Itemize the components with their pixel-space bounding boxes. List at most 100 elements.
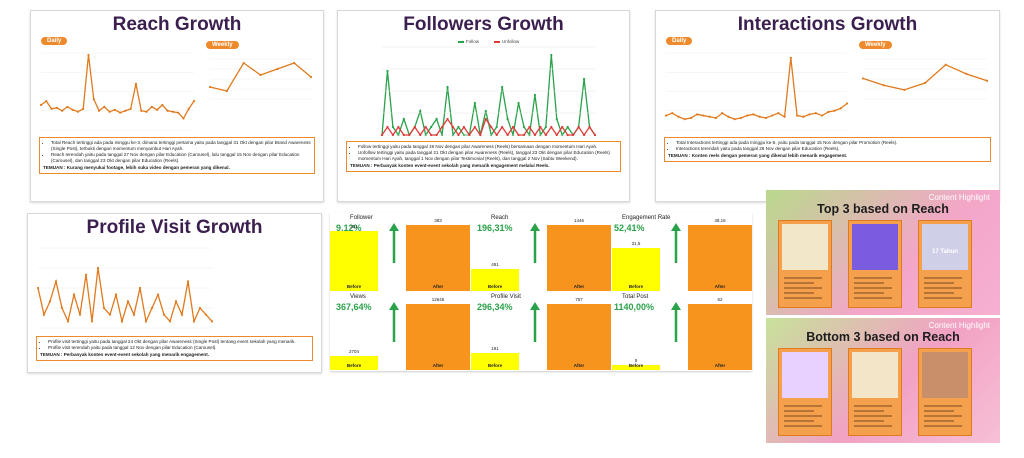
- point: [192, 320, 196, 323]
- bullet-list: Total Reach tertinggi ada pada minggu ke…: [43, 140, 311, 164]
- bar-before: Before: [471, 353, 519, 370]
- line-chart: [380, 46, 597, 137]
- slide-title: Interactions Growth: [737, 14, 918, 35]
- bar-after: After: [688, 225, 752, 291]
- card-image: [852, 352, 898, 398]
- point: [103, 105, 106, 108]
- point: [861, 77, 865, 80]
- point: [293, 61, 296, 65]
- point: [82, 107, 85, 110]
- growth-arrow: [671, 302, 681, 342]
- point: [671, 112, 674, 115]
- point: [72, 293, 76, 296]
- bar-after: After: [406, 225, 470, 291]
- point: [114, 293, 118, 296]
- card-image: [782, 224, 828, 270]
- point: [664, 114, 668, 117]
- point: [76, 110, 80, 113]
- point: [391, 133, 395, 137]
- point: [108, 110, 111, 113]
- point: [424, 125, 427, 129]
- highlight-label: Content Highlight: [928, 193, 990, 202]
- point: [84, 273, 88, 276]
- bar-before: Before: [471, 268, 519, 291]
- bar-after: After: [547, 225, 611, 291]
- bar-after: After: [406, 304, 470, 370]
- point: [882, 84, 885, 87]
- point: [50, 107, 53, 110]
- point: [120, 320, 124, 323]
- slide: Reach Growth Daily Weekly Total Reach terti…: [30, 10, 324, 202]
- card-stat-line: [924, 420, 954, 422]
- metric-growth: 9,12%: [336, 223, 362, 233]
- metric-growth: 52,41%: [614, 223, 645, 233]
- finding: TEMUAN : Perbanyak konten event-event se…: [40, 351, 209, 357]
- point: [714, 116, 718, 120]
- point: [386, 69, 389, 73]
- growth-arrow: [671, 223, 681, 263]
- point: [473, 101, 476, 105]
- bullet: Profile visit tertinggi yaitu pada tangg…: [48, 339, 309, 345]
- slide: Interactions Growth Daily Weekly Total Inte…: [655, 10, 1000, 202]
- bar-label: Before: [346, 363, 362, 368]
- point: [134, 82, 138, 85]
- metric-name: Views: [350, 294, 366, 300]
- metric-cell: Profile Visit 296,34% Before 191 After 757: [471, 292, 611, 370]
- card-stat-line: [854, 405, 892, 407]
- point: [66, 105, 69, 108]
- bullet: Reach terendah yaitu pada tanggal 27 Nov…: [51, 152, 311, 164]
- point: [555, 133, 558, 137]
- point: [677, 115, 680, 118]
- point: [129, 107, 132, 110]
- value-label: 757: [575, 297, 583, 302]
- line-chart: [861, 58, 989, 100]
- bullet: Profile visit terendah yaitu pada tangga…: [48, 345, 309, 351]
- bullet-list: Profile visit tertinggi yaitu pada tangg…: [40, 339, 309, 351]
- point: [689, 116, 693, 120]
- point: [484, 109, 487, 113]
- value-label: 12645: [431, 297, 445, 302]
- legend-text: Unfollow: [502, 39, 520, 44]
- bar-label: After: [573, 284, 585, 289]
- point: [721, 112, 724, 115]
- point: [814, 112, 817, 115]
- point: [187, 107, 190, 110]
- point: [446, 85, 449, 89]
- point: [119, 111, 122, 114]
- point: [561, 125, 564, 129]
- point: [198, 306, 202, 310]
- value-label: 351: [350, 223, 358, 229]
- finding: TEMUAN : Konten reels dengan pemeran yan…: [668, 152, 848, 158]
- point: [555, 117, 558, 121]
- line: [37, 267, 213, 324]
- point: [566, 125, 569, 129]
- point: [833, 109, 836, 112]
- point: [150, 105, 153, 108]
- point: [965, 72, 968, 75]
- point: [468, 133, 471, 137]
- point: [55, 106, 58, 109]
- point: [276, 67, 279, 71]
- value-label: 191: [491, 346, 499, 352]
- point: [683, 118, 686, 121]
- bar-label: Before: [628, 284, 644, 289]
- bar-after: After: [688, 304, 752, 370]
- point: [764, 116, 767, 120]
- point: [511, 125, 515, 129]
- point: [39, 103, 43, 107]
- bullet-list: Follow tertinggi yaitu pada tanggal 19 N…: [350, 144, 617, 162]
- value-label: 5: [634, 357, 638, 363]
- content-card: [848, 348, 902, 436]
- point: [124, 109, 127, 112]
- card-stat-line: [784, 292, 814, 294]
- point: [380, 133, 384, 137]
- legend-entry: Follow: [458, 39, 479, 44]
- point: [61, 109, 64, 112]
- point: [177, 111, 180, 114]
- bullet: Follow tertinggi yaitu pada tanggal 19 N…: [358, 144, 617, 150]
- card-stat-line: [854, 277, 892, 279]
- card-stat-line: [784, 405, 822, 407]
- point: [708, 115, 711, 118]
- value-label: 491: [491, 261, 499, 267]
- point: [539, 125, 542, 129]
